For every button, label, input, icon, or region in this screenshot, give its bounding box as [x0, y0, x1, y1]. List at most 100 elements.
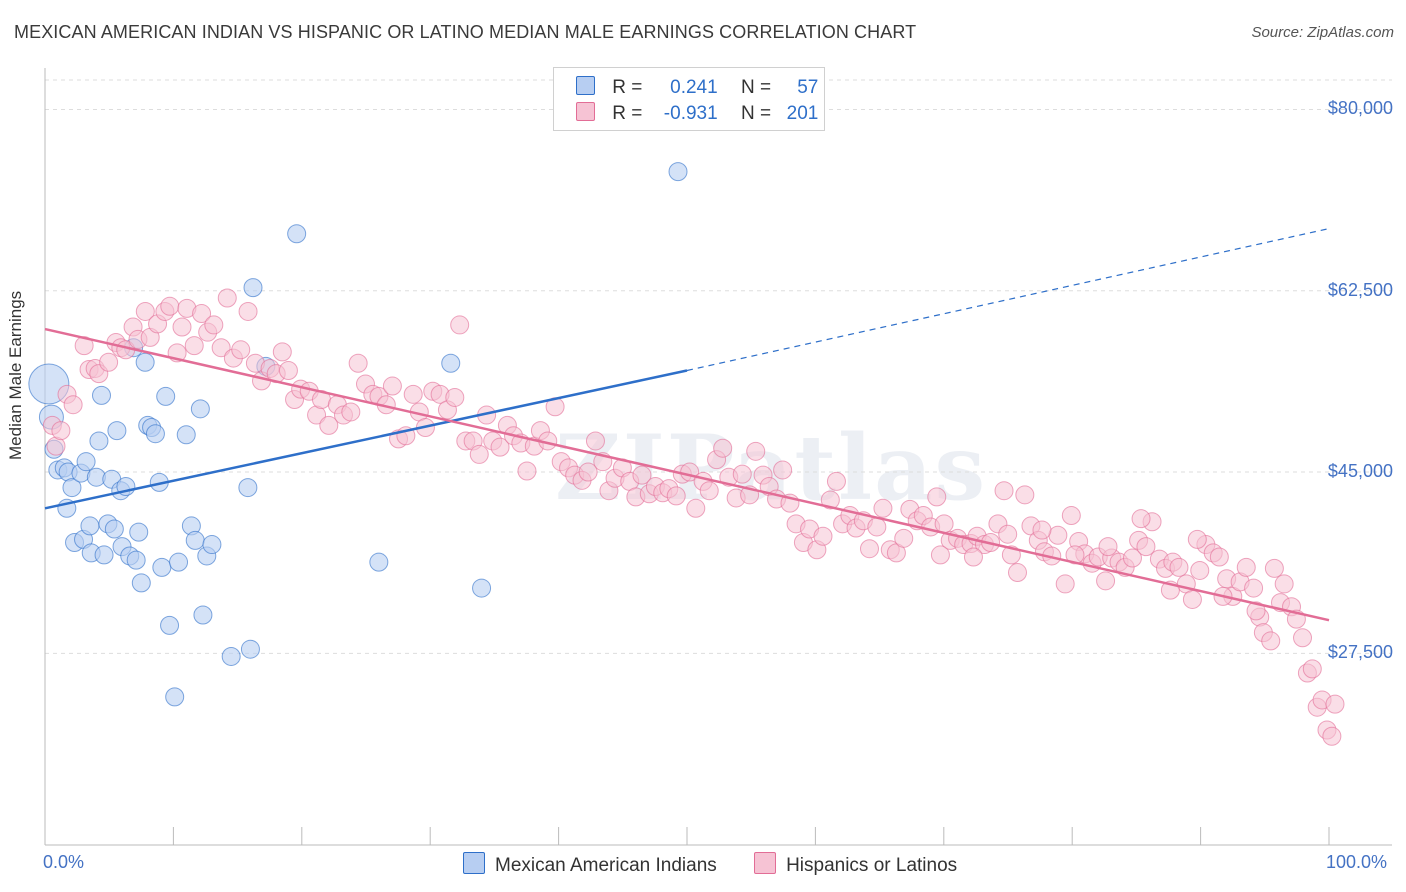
point-pink-186	[1274, 574, 1294, 594]
point-blue-37	[156, 386, 176, 406]
point-pink-124	[867, 517, 887, 537]
point-pink-123	[859, 539, 879, 559]
legend-swatch-blue-bottom	[463, 852, 485, 874]
point-blue-29	[131, 573, 151, 593]
y-tick-label-1: $45,000	[1327, 461, 1393, 482]
trend-line-pink	[44, 327, 1330, 622]
series-pink-points	[42, 288, 1345, 746]
point-blue-43	[190, 399, 210, 419]
point-pink-30	[231, 340, 251, 360]
point-pink-175	[1209, 547, 1229, 567]
point-pink-110	[773, 460, 793, 480]
point-pink-201	[1131, 509, 1151, 529]
point-pink-23	[184, 336, 204, 356]
legend-swatch-pink-bottom	[754, 852, 777, 874]
point-pink-145	[1007, 563, 1027, 583]
legend-label-pink: Hispanics or Latinos	[786, 855, 958, 876]
point-blue-55	[472, 578, 492, 598]
point-pink-81	[578, 462, 598, 482]
point-pink-26	[204, 315, 224, 335]
stats-legend: R = 0.241 N = 57 R = -0.931 N = 201	[553, 67, 825, 131]
legend-r-label-2: R =	[612, 103, 643, 124]
point-pink-197	[1246, 601, 1266, 621]
point-pink-62	[450, 315, 470, 335]
trend-line-blue-dashed	[686, 227, 1330, 372]
point-pink-21	[172, 317, 192, 337]
chart-title: MEXICAN AMERICAN INDIAN VS HISPANIC OR L…	[14, 22, 917, 42]
point-blue-49	[240, 639, 260, 659]
point-pink-171	[1182, 589, 1202, 609]
point-blue-12	[80, 516, 100, 536]
point-pink-203	[1065, 545, 1085, 565]
trend-line-blue	[44, 369, 688, 510]
point-pink-15	[135, 301, 155, 321]
legend-n-value-1: 57	[797, 77, 819, 98]
legend-item-mexican-american-indians: Mexican American Indians	[463, 852, 717, 877]
point-pink-199	[1187, 529, 1207, 549]
point-pink-116	[813, 526, 833, 546]
point-blue-54	[441, 353, 461, 373]
point-pink-55	[403, 384, 423, 404]
source-note: Source: ZipAtlas.com	[1251, 24, 1394, 41]
legend-row-pink: R = -0.931 N = 201	[576, 102, 818, 128]
legend-label-blue: Mexican American Indians	[495, 855, 717, 876]
point-blue-17	[94, 545, 114, 565]
point-pink-189	[1293, 628, 1313, 648]
point-pink-143	[994, 481, 1014, 501]
point-pink-206	[963, 547, 983, 567]
point-pink-184	[1264, 558, 1284, 578]
point-pink-19	[160, 296, 180, 316]
point-pink-46	[341, 402, 361, 422]
point-pink-31	[238, 301, 258, 321]
point-pink-65	[469, 444, 489, 464]
point-pink-180	[1244, 578, 1264, 598]
point-pink-162	[1122, 548, 1142, 568]
legend-r-label-1: R =	[612, 77, 643, 98]
point-pink-106	[746, 441, 766, 461]
x-tick-label-0: 0.0%	[43, 852, 85, 872]
point-pink-153	[1061, 506, 1081, 526]
point-pink-196	[1325, 694, 1345, 714]
trend-lines	[44, 227, 1330, 622]
point-pink-117	[820, 490, 840, 510]
point-pink-82	[585, 431, 605, 451]
point-pink-68	[490, 437, 510, 457]
point-pink-101	[713, 438, 733, 458]
point-blue-16	[91, 385, 111, 405]
point-pink-52	[382, 376, 402, 396]
point-pink-37	[278, 361, 298, 381]
point-blue-7	[62, 478, 82, 498]
point-blue-20	[104, 519, 124, 539]
point-pink-134	[934, 514, 954, 534]
point-pink-5	[74, 336, 94, 356]
legend-r-value-2: -0.931	[663, 103, 718, 124]
point-pink-125	[873, 498, 893, 518]
point-pink-99	[699, 481, 719, 501]
point-blue-28	[129, 522, 149, 542]
point-pink-183	[1261, 631, 1281, 651]
point-blue-33	[145, 424, 165, 444]
point-pink-172	[1190, 560, 1210, 580]
legend-r-value-1: 0.241	[670, 77, 718, 98]
point-blue-46	[202, 535, 222, 555]
point-pink-24	[192, 304, 212, 324]
y-axis-label: Median Male Earnings	[6, 290, 25, 460]
point-blue-52	[287, 224, 307, 244]
point-pink-151	[1048, 525, 1068, 545]
point-blue-47	[221, 646, 241, 666]
point-blue-15	[89, 431, 109, 451]
point-blue-53	[369, 552, 389, 572]
x-tick-label-1: 100.0%	[1326, 852, 1388, 872]
y-tick-label-0: $27,500	[1327, 642, 1393, 663]
point-pink-204	[1032, 520, 1052, 540]
point-pink-191	[1302, 659, 1322, 679]
point-pink-97	[686, 498, 706, 518]
point-blue-44	[193, 605, 213, 625]
point-pink-133	[927, 487, 947, 507]
point-blue-30	[135, 352, 155, 372]
y-tick-label-3: $80,000	[1327, 98, 1393, 119]
y-tick-label-2: $62,500	[1327, 279, 1393, 300]
point-pink-72	[517, 461, 537, 481]
point-pink-195	[1322, 726, 1342, 746]
